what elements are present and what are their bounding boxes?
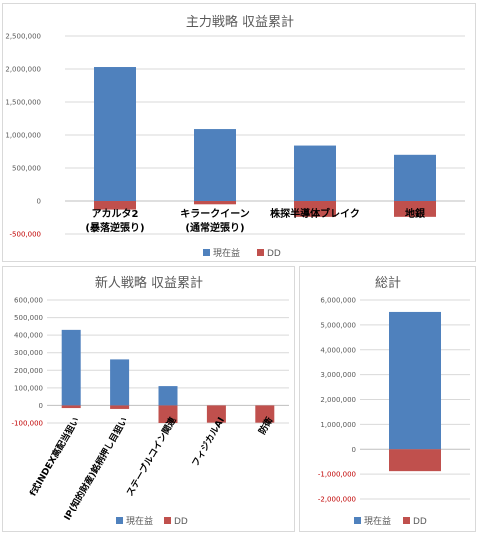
legend-swatch-profit [354, 517, 361, 524]
x-category-label: 株探半導体ブレイク [270, 207, 360, 220]
chart-main-svg: 主力戦略 収益累計 2,500,000 2,000,000 1,500,000 1,0… [5, 14, 465, 259]
y-tick-label: 6,000,000 [320, 297, 356, 305]
bar-drawdown [255, 405, 275, 423]
chart-title: 新人戦略 収益累計 [95, 275, 203, 291]
bar-profit [394, 154, 436, 201]
x-category-label: 地銀 [405, 207, 425, 220]
y-tick-label: 2,000,000 [5, 66, 41, 74]
y-tick-label: 3,000,000 [320, 371, 356, 379]
y-tick-label: 1,000,000 [5, 132, 41, 140]
legend-label-profit: 現在益 [126, 515, 153, 527]
x-category-label: (暴落逆張り) [85, 221, 144, 234]
y-tick-label: 4,000,000 [320, 346, 356, 354]
x-category-label: キラークイーン [180, 208, 250, 220]
bar-drawdown [389, 449, 441, 472]
bar-drawdown [194, 201, 236, 205]
y-tick-label: -100,000 [12, 420, 43, 428]
legend-label-profit: 現在益 [364, 515, 391, 527]
bar-profit [294, 145, 336, 201]
y-tick-label: 500,000 [14, 314, 43, 322]
bar-profit [194, 129, 236, 201]
legend-swatch-profit [203, 249, 210, 256]
bar-drawdown [158, 405, 178, 423]
legend-label-dd: DD [267, 249, 281, 259]
y-tick-label: 0 [352, 446, 356, 454]
legend-swatch-dd [257, 249, 264, 256]
legend-label-dd: DD [413, 517, 427, 527]
y-tick-label: 100,000 [14, 384, 43, 392]
chart-main-strategies: 主力戦略 収益累計 2,500,000 2,000,000 1,500,000 1,0… [2, 3, 476, 262]
bar-profit [94, 67, 136, 201]
chart-new-svg: 新人戦略 収益累計 600,000 500,000 400,000 300,000 20… [12, 275, 289, 527]
bar-drawdown [394, 201, 436, 217]
x-category-label: (通常逆張り) [185, 221, 244, 234]
x-category-label: ステーブルコイン関連 [124, 414, 180, 498]
legend: 現在益 DD [354, 515, 427, 527]
legend-swatch-dd [403, 517, 410, 524]
bar-drawdown [206, 405, 226, 423]
x-category-label: アカルタ2 [92, 208, 139, 220]
legend-label-dd: DD [174, 517, 188, 527]
bar-drawdown [110, 405, 130, 409]
legend: 現在益 DD [116, 515, 188, 527]
bar-profit [110, 359, 130, 406]
legend-swatch-dd [164, 517, 171, 524]
y-tick-label: 500,000 [12, 165, 41, 173]
bar-drawdown [94, 201, 136, 210]
y-tick-label: 2,000,000 [320, 396, 356, 404]
chart-title: 総計 [375, 275, 401, 291]
bar-drawdown [294, 201, 336, 217]
legend-label-profit: 現在益 [213, 247, 240, 259]
y-tick-label: -2,000,000 [318, 496, 356, 504]
chart-new-strategies: 新人戦略 収益累計 600,000 500,000 400,000 300,000 20… [2, 266, 295, 532]
y-tick-label: 400,000 [14, 332, 43, 340]
bar-profit [61, 329, 81, 406]
bar-drawdown [61, 405, 81, 409]
y-tick-label: -1,000,000 [318, 471, 356, 479]
y-tick-label: 0 [39, 402, 43, 410]
legend: 現在益 DD [203, 247, 281, 259]
chart-total-svg: 総計 6,000,000 5,000,000 4,000,000 3,000,000 2… [318, 275, 470, 527]
y-tick-label: 0 [37, 198, 41, 206]
y-tick-label: 2,500,000 [5, 33, 41, 41]
y-tick-label: -500,000 [10, 231, 41, 239]
y-tick-label: 200,000 [14, 367, 43, 375]
legend-swatch-profit [116, 517, 123, 524]
bar-profit [389, 311, 441, 450]
y-tick-label: 1,000,000 [320, 421, 356, 429]
y-tick-label: 600,000 [14, 297, 43, 305]
bar-profit [158, 386, 178, 406]
y-tick-label: 300,000 [14, 349, 43, 357]
chart-title: 主力戦略 収益累計 [186, 14, 294, 30]
y-tick-label: 5,000,000 [320, 321, 356, 329]
chart-total: 総計 6,000,000 5,000,000 4,000,000 3,000,000 2… [299, 266, 476, 532]
y-tick-label: 1,500,000 [5, 99, 41, 107]
